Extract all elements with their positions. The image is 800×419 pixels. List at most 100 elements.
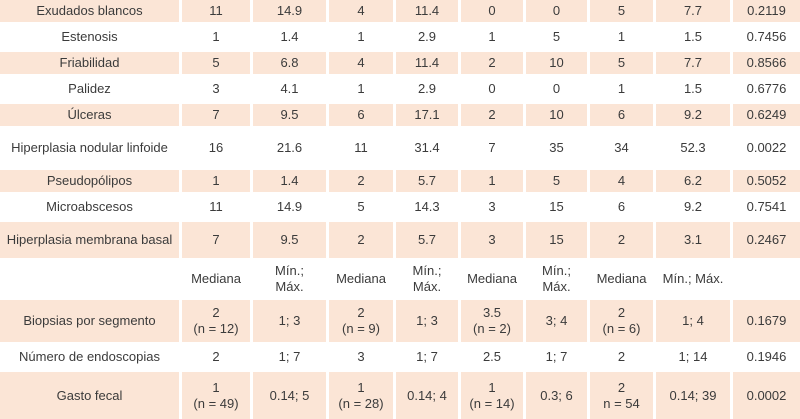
data-cell: 10 <box>526 104 590 130</box>
row-label: Pseudopólipos <box>0 170 182 196</box>
data-cell: 1 <box>182 170 253 196</box>
data-cell: 0 <box>526 78 590 104</box>
data-cell: 1.4 <box>253 170 329 196</box>
row-label: Hiperplasia nodular linfoide <box>0 130 182 170</box>
table-row: Número de endoscopias 2 1; 7 3 1; 7 2.5 … <box>0 346 800 372</box>
p-value-cell: 0.5052 <box>733 170 800 196</box>
data-cell: 1 <box>329 26 396 52</box>
data-cell: 0 <box>461 0 526 26</box>
data-cell: 11 <box>182 196 253 222</box>
data-cell: 9.2 <box>656 104 733 130</box>
row-label: Palidez <box>0 78 182 104</box>
data-cell: 9.5 <box>253 222 329 262</box>
data-cell: 11 <box>329 130 396 170</box>
data-cell: 7.7 <box>656 0 733 26</box>
data-cell: 3 <box>182 78 253 104</box>
data-cell: 0.14; 39 <box>656 372 733 419</box>
subheader-cell: Mediana <box>182 262 253 300</box>
data-cell: 17.1 <box>396 104 461 130</box>
data-cell: 9.2 <box>656 196 733 222</box>
empty-cell <box>0 262 182 300</box>
data-cell: 11 <box>182 0 253 26</box>
data-cell: 1; 3 <box>253 300 329 346</box>
data-cell: 15 <box>526 196 590 222</box>
subheader-cell: Mín.; Máx. <box>253 262 329 300</box>
p-value-cell: 0.0002 <box>733 372 800 419</box>
p-value-cell: 0.7456 <box>733 26 800 52</box>
p-value-cell: 0.1946 <box>733 346 800 372</box>
data-cell: 2 (n = 6) <box>590 300 656 346</box>
data-cell: 2 <box>461 104 526 130</box>
data-cell: 5 <box>590 52 656 78</box>
data-cell: 1.5 <box>656 26 733 52</box>
data-cell: 5 <box>329 196 396 222</box>
table-row: Pseudopólipos 1 1.4 2 5.7 1 5 4 6.2 0.50… <box>0 170 800 196</box>
data-cell: 6 <box>590 196 656 222</box>
data-cell: 1; 7 <box>253 346 329 372</box>
data-cell: 1; 3 <box>396 300 461 346</box>
data-cell: 2 (n = 12) <box>182 300 253 346</box>
data-cell: 3 <box>461 196 526 222</box>
table-row: Estenosis 1 1.4 1 2.9 1 5 1 1.5 0.7456 <box>0 26 800 52</box>
data-cell: 0 <box>461 78 526 104</box>
data-cell: 5 <box>590 0 656 26</box>
data-cell: 6 <box>329 104 396 130</box>
data-cell: 6.8 <box>253 52 329 78</box>
data-cell: 7 <box>182 104 253 130</box>
data-cell: 5.7 <box>396 222 461 262</box>
subheader-cell: Mediana <box>329 262 396 300</box>
data-cell: 1; 4 <box>656 300 733 346</box>
data-cell: 1 (n = 28) <box>329 372 396 419</box>
p-value-cell: 0.2119 <box>733 0 800 26</box>
data-cell: 2.5 <box>461 346 526 372</box>
row-label: Friabilidad <box>0 52 182 78</box>
data-cell: 21.6 <box>253 130 329 170</box>
data-cell: 52.3 <box>656 130 733 170</box>
data-cell: 2 (n = 9) <box>329 300 396 346</box>
data-cell: 5.7 <box>396 170 461 196</box>
data-cell: 1 <box>461 26 526 52</box>
table-row: Hiperplasia membrana basal 7 9.5 2 5.7 3… <box>0 222 800 262</box>
data-cell: 5 <box>526 170 590 196</box>
data-cell: 4 <box>329 52 396 78</box>
p-value-cell: 0.1679 <box>733 300 800 346</box>
data-cell: 7 <box>461 130 526 170</box>
data-cell: 2 <box>590 346 656 372</box>
row-label: Número de endoscopias <box>0 346 182 372</box>
table-row: Hiperplasia nodular linfoide 16 21.6 11 … <box>0 130 800 170</box>
data-cell: 0.14; 4 <box>396 372 461 419</box>
data-cell: 1.5 <box>656 78 733 104</box>
data-cell: 2.9 <box>396 78 461 104</box>
table-row: Palidez 3 4.1 1 2.9 0 0 1 1.5 0.6776 <box>0 78 800 104</box>
data-cell: 10 <box>526 52 590 78</box>
table-row: Biopsias por segmento 2 (n = 12) 1; 3 2 … <box>0 300 800 346</box>
data-cell: 34 <box>590 130 656 170</box>
data-cell: 2 <box>182 346 253 372</box>
data-cell: 1 (n = 14) <box>461 372 526 419</box>
data-cell: 14.3 <box>396 196 461 222</box>
row-label: Hiperplasia membrana basal <box>0 222 182 262</box>
data-cell: 3 <box>461 222 526 262</box>
data-cell: 7.7 <box>656 52 733 78</box>
row-label: Gasto fecal <box>0 372 182 419</box>
p-value-cell: 0.6776 <box>733 78 800 104</box>
data-cell: 3 <box>329 346 396 372</box>
subheader-cell: Mín.; Máx. <box>396 262 461 300</box>
data-cell: 0 <box>526 0 590 26</box>
table-row: Exudados blancos 11 14.9 4 11.4 0 0 5 7.… <box>0 0 800 26</box>
data-cell: 11.4 <box>396 0 461 26</box>
data-cell: 7 <box>182 222 253 262</box>
data-cell: 11.4 <box>396 52 461 78</box>
data-cell: 1; 7 <box>526 346 590 372</box>
subheader-cell: Mediana <box>590 262 656 300</box>
row-label: Exudados blancos <box>0 0 182 26</box>
subheader-cell: Mín.; Máx. <box>656 262 733 300</box>
data-cell: 2 <box>329 170 396 196</box>
p-value-cell: 0.7541 <box>733 196 800 222</box>
data-cell: 0.3; 6 <box>526 372 590 419</box>
data-cell: 14.9 <box>253 196 329 222</box>
table-row: Gasto fecal 1 (n = 49) 0.14; 5 1 (n = 28… <box>0 372 800 419</box>
subheader-row: Mediana Mín.; Máx. Mediana Mín.; Máx. Me… <box>0 262 800 300</box>
table-row: Friabilidad 5 6.8 4 11.4 2 10 5 7.7 0.85… <box>0 52 800 78</box>
data-cell: 1 <box>590 26 656 52</box>
